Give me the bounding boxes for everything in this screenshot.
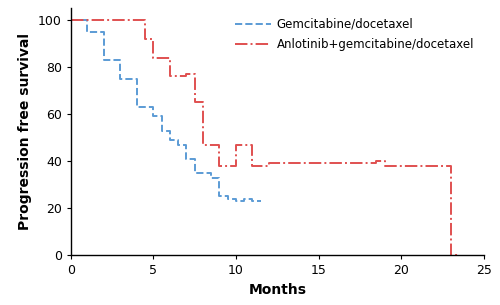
Gemcitabine/docetaxel bbox=[158, 115, 164, 118]
Gemcitabine/docetaxel bbox=[68, 18, 74, 22]
Anlotinib+gemcitabine/docetaxel bbox=[374, 159, 380, 163]
Anlotinib+gemcitabine/docetaxel bbox=[200, 101, 206, 104]
Anlotinib+gemcitabine/docetaxel bbox=[192, 72, 198, 76]
Anlotinib+gemcitabine/docetaxel bbox=[200, 143, 206, 146]
Gemcitabine/docetaxel bbox=[101, 30, 107, 34]
Gemcitabine/docetaxel bbox=[150, 105, 156, 109]
Gemcitabine/docetaxel bbox=[118, 58, 124, 62]
Legend: Gemcitabine/docetaxel, Anlotinib+gemcitabine/docetaxel: Gemcitabine/docetaxel, Anlotinib+gemcita… bbox=[232, 14, 478, 54]
Gemcitabine/docetaxel bbox=[192, 171, 198, 175]
Gemcitabine/docetaxel bbox=[101, 58, 107, 62]
Gemcitabine/docetaxel bbox=[250, 197, 256, 200]
Gemcitabine/docetaxel bbox=[233, 199, 239, 203]
Gemcitabine/docetaxel bbox=[224, 197, 230, 200]
Anlotinib+gemcitabine/docetaxel bbox=[266, 162, 272, 165]
Gemcitabine/docetaxel bbox=[134, 77, 140, 81]
Gemcitabine/docetaxel bbox=[250, 199, 256, 203]
Anlotinib+gemcitabine/docetaxel bbox=[448, 164, 454, 168]
Gemcitabine/docetaxel bbox=[175, 138, 181, 142]
Anlotinib+gemcitabine/docetaxel bbox=[456, 253, 462, 257]
Gemcitabine/docetaxel bbox=[241, 199, 247, 203]
Anlotinib+gemcitabine/docetaxel bbox=[142, 18, 148, 22]
Gemcitabine/docetaxel bbox=[150, 115, 156, 118]
Gemcitabine/docetaxel bbox=[184, 157, 190, 160]
Gemcitabine/docetaxel bbox=[175, 143, 181, 146]
Gemcitabine/docetaxel bbox=[241, 197, 247, 200]
Anlotinib+gemcitabine/docetaxel bbox=[216, 143, 222, 146]
Anlotinib+gemcitabine/docetaxel bbox=[167, 75, 173, 78]
Anlotinib+gemcitabine/docetaxel bbox=[382, 164, 388, 168]
Anlotinib+gemcitabine/docetaxel bbox=[250, 164, 256, 168]
Gemcitabine/docetaxel bbox=[84, 18, 90, 22]
Gemcitabine/docetaxel bbox=[134, 105, 140, 109]
Gemcitabine/docetaxel bbox=[208, 176, 214, 179]
Gemcitabine/docetaxel bbox=[200, 171, 206, 175]
Anlotinib+gemcitabine/docetaxel bbox=[192, 101, 198, 104]
Y-axis label: Progression free survival: Progression free survival bbox=[18, 33, 32, 230]
Anlotinib+gemcitabine/docetaxel bbox=[398, 164, 404, 168]
Anlotinib+gemcitabine/docetaxel bbox=[398, 164, 404, 168]
Anlotinib+gemcitabine/docetaxel bbox=[167, 56, 173, 59]
Anlotinib+gemcitabine/docetaxel bbox=[150, 37, 156, 41]
Line: Gemcitabine/docetaxel: Gemcitabine/docetaxel bbox=[71, 20, 260, 201]
Anlotinib+gemcitabine/docetaxel bbox=[233, 164, 239, 168]
X-axis label: Months: Months bbox=[248, 283, 306, 297]
Anlotinib+gemcitabine/docetaxel bbox=[184, 75, 190, 78]
Gemcitabine/docetaxel bbox=[167, 129, 173, 132]
Gemcitabine/docetaxel bbox=[192, 157, 198, 160]
Gemcitabine/docetaxel bbox=[84, 30, 90, 34]
Anlotinib+gemcitabine/docetaxel bbox=[233, 143, 239, 146]
Anlotinib+gemcitabine/docetaxel bbox=[216, 164, 222, 168]
Gemcitabine/docetaxel bbox=[118, 77, 124, 81]
Gemcitabine/docetaxel bbox=[224, 195, 230, 198]
Gemcitabine/docetaxel bbox=[233, 197, 239, 200]
Gemcitabine/docetaxel bbox=[216, 195, 222, 198]
Anlotinib+gemcitabine/docetaxel bbox=[184, 72, 190, 76]
Anlotinib+gemcitabine/docetaxel bbox=[68, 18, 74, 22]
Gemcitabine/docetaxel bbox=[216, 176, 222, 179]
Anlotinib+gemcitabine/docetaxel bbox=[374, 162, 380, 165]
Gemcitabine/docetaxel bbox=[184, 143, 190, 146]
Gemcitabine/docetaxel bbox=[200, 171, 206, 175]
Anlotinib+gemcitabine/docetaxel bbox=[142, 37, 148, 41]
Gemcitabine/docetaxel bbox=[158, 129, 164, 132]
Gemcitabine/docetaxel bbox=[208, 171, 214, 175]
Gemcitabine/docetaxel bbox=[167, 138, 173, 142]
Anlotinib+gemcitabine/docetaxel bbox=[448, 253, 454, 257]
Line: Anlotinib+gemcitabine/docetaxel: Anlotinib+gemcitabine/docetaxel bbox=[71, 20, 459, 255]
Gemcitabine/docetaxel bbox=[258, 199, 264, 203]
Anlotinib+gemcitabine/docetaxel bbox=[250, 143, 256, 146]
Anlotinib+gemcitabine/docetaxel bbox=[382, 159, 388, 163]
Anlotinib+gemcitabine/docetaxel bbox=[150, 56, 156, 59]
Anlotinib+gemcitabine/docetaxel bbox=[266, 164, 272, 168]
